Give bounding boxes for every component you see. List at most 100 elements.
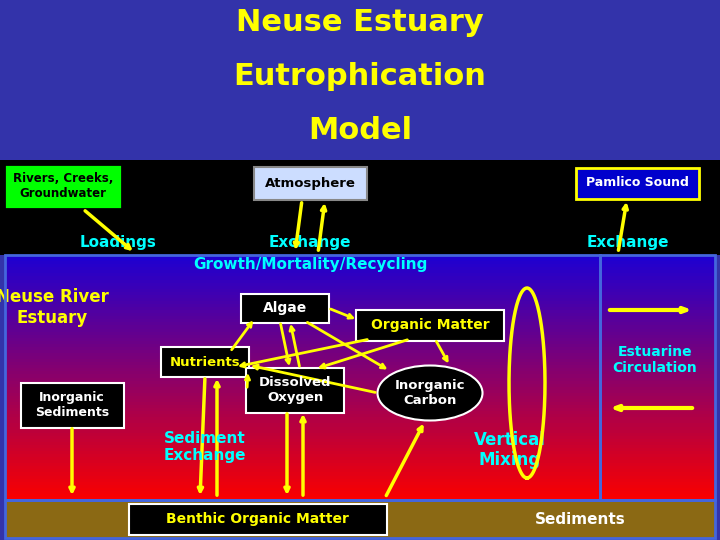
Bar <box>5 368 600 372</box>
Text: Algae: Algae <box>263 301 307 315</box>
Bar <box>5 457 600 461</box>
Bar <box>600 319 715 323</box>
Text: Growth/Mortality/Recycling: Growth/Mortality/Recycling <box>193 258 427 273</box>
Bar <box>5 497 600 501</box>
Bar <box>5 326 600 329</box>
Bar <box>5 271 600 274</box>
Bar <box>5 356 600 360</box>
Text: Sediments: Sediments <box>535 511 626 526</box>
Bar <box>600 282 715 286</box>
Text: Nutrients: Nutrients <box>170 355 240 368</box>
Bar <box>5 377 600 381</box>
Text: Estuarine
Circulation: Estuarine Circulation <box>613 345 698 375</box>
Bar <box>5 476 600 479</box>
Bar <box>600 350 715 354</box>
Bar <box>600 469 715 473</box>
Bar <box>5 365 600 369</box>
Bar <box>600 310 715 314</box>
Bar <box>600 417 715 421</box>
Bar <box>600 414 715 418</box>
Bar <box>600 313 715 317</box>
Bar <box>600 463 715 467</box>
Bar <box>5 301 600 305</box>
Bar <box>5 411 600 415</box>
Bar <box>600 359 715 363</box>
Bar <box>600 372 715 375</box>
Bar <box>5 292 600 295</box>
Bar <box>5 469 600 473</box>
Bar <box>600 396 715 400</box>
Bar <box>600 383 715 387</box>
Bar <box>600 328 715 332</box>
Text: Vertical
Mixing: Vertical Mixing <box>474 430 546 469</box>
Bar <box>600 402 715 406</box>
Bar <box>5 488 600 491</box>
Bar <box>600 267 715 271</box>
Bar <box>5 258 600 261</box>
Bar <box>5 494 600 497</box>
Bar <box>5 500 715 538</box>
Bar <box>5 442 600 446</box>
Text: Loadings: Loadings <box>80 234 156 249</box>
Bar <box>5 423 600 427</box>
Bar <box>600 255 715 259</box>
Bar <box>5 399 600 402</box>
Bar <box>5 402 600 406</box>
Bar <box>5 267 600 271</box>
FancyBboxPatch shape <box>128 503 387 535</box>
Bar <box>600 405 715 409</box>
Bar <box>600 356 715 360</box>
Bar <box>600 368 715 372</box>
Bar <box>5 359 600 363</box>
Bar <box>600 280 715 283</box>
Bar <box>600 326 715 329</box>
FancyBboxPatch shape <box>20 382 124 428</box>
Bar <box>5 264 600 268</box>
Bar <box>600 258 715 261</box>
Bar <box>5 313 600 317</box>
Bar <box>5 451 600 455</box>
Bar <box>5 485 600 488</box>
Bar <box>600 427 715 430</box>
Bar <box>5 316 600 320</box>
Bar <box>600 307 715 310</box>
Bar <box>5 387 600 390</box>
Bar <box>600 411 715 415</box>
Bar <box>600 353 715 356</box>
Bar <box>5 307 600 310</box>
Bar <box>600 338 715 341</box>
Bar <box>600 433 715 436</box>
FancyBboxPatch shape <box>356 309 504 341</box>
Bar <box>600 454 715 457</box>
Bar <box>5 286 600 289</box>
Text: Pamlico Sound: Pamlico Sound <box>585 177 688 190</box>
Bar <box>600 393 715 396</box>
Text: Rivers, Creeks,
Groundwater: Rivers, Creeks, Groundwater <box>13 172 113 200</box>
Text: Neuse Estuary: Neuse Estuary <box>236 8 484 37</box>
Bar <box>600 390 715 393</box>
Bar <box>600 332 715 335</box>
Bar <box>600 420 715 424</box>
Bar <box>5 427 600 430</box>
Bar <box>5 322 600 326</box>
Bar <box>5 463 600 467</box>
Bar <box>600 491 715 495</box>
Bar <box>5 280 600 283</box>
Bar <box>600 488 715 491</box>
Text: Inorganic
Sediments: Inorganic Sediments <box>35 391 109 419</box>
Bar <box>5 273 600 277</box>
Bar <box>600 341 715 345</box>
Text: Exchange: Exchange <box>269 234 351 249</box>
Bar <box>600 292 715 295</box>
Bar <box>5 491 600 495</box>
Bar <box>600 298 715 301</box>
Bar <box>5 390 600 393</box>
Bar <box>600 476 715 479</box>
Bar <box>5 341 600 345</box>
Bar <box>600 429 715 433</box>
Bar <box>5 332 600 335</box>
Bar <box>600 304 715 308</box>
Bar <box>5 381 600 384</box>
Bar <box>600 322 715 326</box>
Bar <box>600 494 715 497</box>
